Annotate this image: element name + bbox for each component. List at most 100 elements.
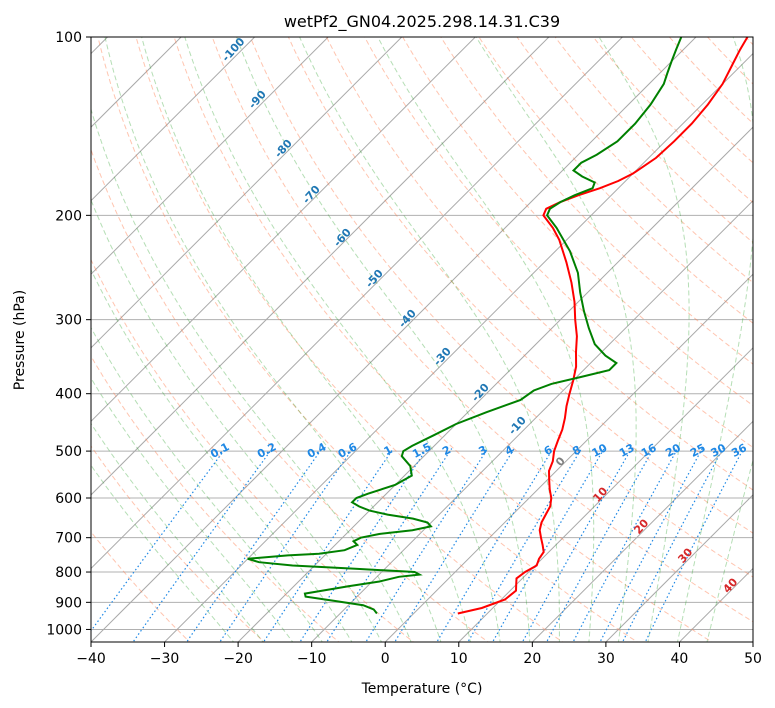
moist-adiabat-line xyxy=(377,37,595,642)
dry-adiabat-line xyxy=(325,37,753,491)
x-axis-title: Temperature (°C) xyxy=(361,681,483,697)
y-tick-label: 400 xyxy=(55,387,82,403)
isotherm-line xyxy=(91,37,182,128)
chart-title: wetPf2_GN04.2025.298.14.31.C39 xyxy=(284,12,560,32)
moist-adiabat-line xyxy=(141,37,472,642)
moist-adiabat-line xyxy=(598,37,690,642)
isotherm-line xyxy=(91,37,403,349)
y-tick-label: 500 xyxy=(55,444,82,460)
mixing-ratio-label: 36 xyxy=(729,441,749,460)
dry-adiabat-line xyxy=(97,37,564,642)
x-tick-label: −40 xyxy=(76,651,106,667)
mixing-ratio-line xyxy=(325,448,453,642)
dewpoint-profile-line xyxy=(247,37,683,615)
moist-adiabat-label: 40 xyxy=(720,575,740,595)
mixing-ratio-label: 1.5 xyxy=(410,440,433,461)
dry-adiabat-line xyxy=(771,24,775,645)
dry-adiabat-line xyxy=(364,37,753,449)
isotherm-line xyxy=(91,37,256,202)
moist-adiabat-line xyxy=(676,37,753,642)
dry-adiabat-line xyxy=(706,37,753,85)
moist-adiabat-line xyxy=(91,268,353,642)
dry-adiabat-label: -70 xyxy=(300,183,323,207)
dry-adiabat-line xyxy=(91,445,265,642)
dry-adiabat-line xyxy=(91,355,340,642)
x-tick-label: −20 xyxy=(223,651,253,667)
moist-adiabat-line xyxy=(91,107,412,642)
isotherm-line xyxy=(458,347,753,642)
mixing-ratio-line xyxy=(599,448,703,642)
mixing-ratio-line xyxy=(365,448,489,642)
mixing-ratio-line xyxy=(521,448,633,642)
temperature-profile-line xyxy=(457,37,749,615)
mixing-ratio-label: 0.6 xyxy=(336,440,360,461)
mixing-ratio-label: 13 xyxy=(617,441,637,460)
dry-adiabat-line xyxy=(516,37,753,284)
isotherm-line xyxy=(605,494,753,642)
dry-adiabat-label: -10 xyxy=(506,414,529,438)
y-tick-label: 900 xyxy=(55,595,82,611)
x-tick-label: 0 xyxy=(381,651,390,667)
x-tick-label: 10 xyxy=(450,651,468,667)
y-tick-label: 600 xyxy=(55,491,82,507)
moist-adiabat-line xyxy=(706,458,753,642)
mixing-ratio-line xyxy=(394,448,515,642)
mixing-ratio-label: 2 xyxy=(440,443,453,458)
moist-adiabat-line xyxy=(236,37,531,642)
mixing-ratio-line xyxy=(132,448,273,642)
dry-adiabat-line xyxy=(249,37,753,578)
mixing-ratio-label: 20 xyxy=(663,441,683,460)
dry-adiabat-label: -80 xyxy=(272,137,295,161)
plot-frame xyxy=(90,36,754,643)
y-tick-label: 100 xyxy=(55,30,82,46)
mixing-ratio-line xyxy=(467,448,583,642)
isotherm-line xyxy=(163,52,753,642)
mixing-ratio-line xyxy=(545,448,655,642)
y-tick-label: 1000 xyxy=(46,622,82,638)
x-tick-label: −30 xyxy=(150,651,180,667)
mixing-ratio-label: 4 xyxy=(503,443,516,458)
moist-adiabat-label: 20 xyxy=(631,516,651,536)
mixing-ratio-label: 25 xyxy=(688,441,708,460)
mixing-ratio-line xyxy=(219,448,354,642)
mixing-ratio-line xyxy=(262,448,394,642)
mixing-ratio-line xyxy=(621,448,724,642)
mixing-ratio-label: 16 xyxy=(639,441,659,460)
dry-adiabat-line xyxy=(592,37,753,204)
isotherm-line xyxy=(91,37,697,642)
dry-adiabat-line xyxy=(211,37,753,623)
x-tick-label: 20 xyxy=(523,651,541,667)
y-tick-label: 800 xyxy=(55,565,82,581)
y-tick-label: 200 xyxy=(55,208,82,224)
moist-adiabat-line xyxy=(104,37,442,642)
isotherm-line xyxy=(91,37,550,496)
dry-adiabat-line xyxy=(91,258,415,642)
x-tick-label: −10 xyxy=(297,651,327,667)
moist-adiabat-line xyxy=(91,422,264,642)
dry-adiabat-line xyxy=(668,37,753,125)
isotherm-line xyxy=(752,641,753,642)
dry-adiabat-label: -30 xyxy=(431,345,454,369)
moist-adiabat-line xyxy=(184,37,501,642)
mixing-ratio-line xyxy=(644,448,745,642)
isotherm-line xyxy=(91,37,477,423)
isotherm-line xyxy=(0,10,61,654)
isotherm-line xyxy=(91,37,624,570)
isotherm-line xyxy=(237,126,753,642)
isotherm-line xyxy=(91,37,329,275)
x-tick-label: 30 xyxy=(597,651,615,667)
axes: −40 −30 −20 −10 0 10 20 30 40 5010020030040050060… xyxy=(46,30,762,667)
dry-adiabat-label: -60 xyxy=(331,226,354,250)
dry-adiabat-line xyxy=(402,37,753,407)
dry-adiabat-line xyxy=(287,37,753,534)
dry-adiabat-label: -20 xyxy=(469,381,492,405)
isotherm-line xyxy=(310,199,753,642)
moist-adiabat-label: 10 xyxy=(590,484,610,504)
mixing-ratio-line xyxy=(572,448,679,642)
moist-adiabat-line xyxy=(91,326,323,642)
moist-adiabat-line xyxy=(299,37,560,642)
y-tick-label: 300 xyxy=(55,313,82,329)
moist-adiabat-label: 0 xyxy=(553,454,568,469)
isotherm-line xyxy=(384,273,753,642)
